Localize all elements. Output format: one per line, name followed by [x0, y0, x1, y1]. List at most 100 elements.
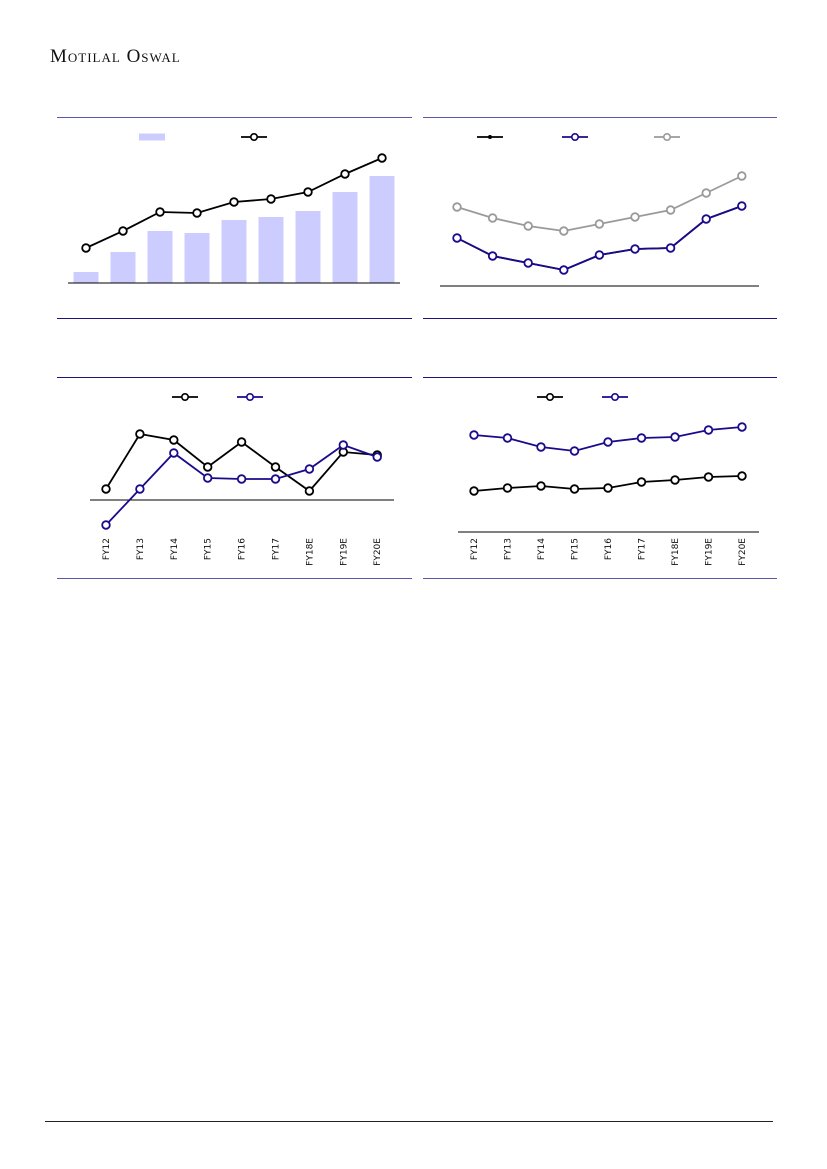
- chart-bottom-rule: [423, 318, 777, 319]
- data-point: [236, 474, 247, 484]
- data-point: [737, 471, 747, 481]
- data-point: [737, 422, 747, 432]
- data-point: [169, 448, 179, 458]
- data-point: [559, 265, 569, 275]
- chart-bottom-rule: [57, 578, 412, 579]
- data-point: [487, 251, 498, 261]
- data-point: [101, 484, 111, 494]
- data-point: [636, 477, 647, 487]
- chart-top-rule: [423, 117, 777, 118]
- bar: [369, 176, 395, 283]
- data-point: [559, 226, 569, 236]
- data-point: [469, 486, 479, 496]
- data-point: [202, 473, 213, 483]
- data-point: [502, 483, 513, 493]
- data-point: [523, 221, 533, 231]
- bar: [332, 192, 358, 283]
- x-tick-label: FY15: [204, 538, 214, 560]
- chart-top-rule: [423, 377, 777, 378]
- legend-marker: [181, 392, 190, 401]
- chart-top-rule: [57, 377, 412, 378]
- data-point: [703, 425, 714, 435]
- data-point: [670, 432, 680, 442]
- legend-marker: [610, 392, 619, 401]
- data-point: [101, 520, 111, 530]
- legend-marker: [662, 133, 671, 142]
- data-point: [603, 483, 613, 493]
- data-point: [81, 243, 91, 253]
- data-point: [202, 462, 213, 472]
- data-point: [630, 212, 640, 222]
- legend-marker: [570, 133, 579, 142]
- x-tick-label: FY19E: [339, 538, 349, 566]
- legend-marker: [250, 133, 259, 142]
- x-tick-label: FY14: [170, 538, 180, 560]
- data-point: [452, 233, 462, 243]
- x-tick-label: FY15: [571, 538, 581, 560]
- bar: [295, 211, 321, 283]
- bar: [184, 233, 210, 283]
- data-point: [135, 484, 145, 494]
- brand-logo: Motilal Oswal: [50, 46, 181, 67]
- data-point: [377, 153, 387, 163]
- legend-swatch: [139, 133, 165, 141]
- data-point: [469, 430, 479, 440]
- bar: [258, 217, 284, 283]
- data-point: [372, 452, 382, 462]
- data-point: [266, 194, 276, 204]
- x-tick-label: FY17: [638, 538, 648, 560]
- footer-rule: [45, 1121, 773, 1122]
- x-tick-label: FY20E: [373, 538, 383, 566]
- data-point: [304, 486, 315, 496]
- chart-bottom-rule: [423, 578, 777, 579]
- data-point: [594, 250, 605, 260]
- data-point: [338, 440, 348, 450]
- data-point: [630, 244, 640, 254]
- data-point: [135, 429, 145, 439]
- series-line: [105, 443, 378, 526]
- series-line: [456, 205, 743, 271]
- data-point: [569, 446, 580, 456]
- x-tick-label: FY16: [238, 538, 248, 560]
- data-point: [304, 464, 315, 474]
- data-point: [236, 437, 247, 447]
- data-point: [701, 214, 711, 224]
- data-point: [536, 442, 546, 452]
- data-point: [155, 207, 165, 217]
- x-tick-label: FY20E: [738, 538, 748, 566]
- data-point: [303, 187, 313, 197]
- x-tick-label: FY17: [272, 538, 282, 560]
- data-point: [270, 474, 281, 484]
- data-point: [670, 475, 680, 485]
- data-point: [270, 462, 281, 472]
- data-point: [594, 219, 605, 229]
- data-point: [487, 213, 498, 223]
- x-tick-label: FY12: [102, 538, 112, 560]
- data-point: [701, 188, 711, 198]
- bar: [221, 220, 247, 283]
- series-line: [456, 205, 743, 271]
- data-point: [737, 171, 747, 181]
- data-point: [665, 205, 676, 215]
- data-point: [523, 258, 533, 268]
- x-tick-label: FY18E: [671, 538, 681, 566]
- data-point: [665, 243, 676, 253]
- legend-marker: [246, 392, 255, 401]
- data-point: [636, 433, 647, 443]
- data-point: [502, 433, 513, 443]
- data-point: [169, 435, 179, 445]
- data-point: [603, 437, 613, 447]
- data-point: [703, 472, 714, 482]
- x-tick-label: FY19E: [705, 538, 715, 566]
- x-tick-label: FY14: [537, 538, 547, 560]
- data-point: [569, 484, 580, 494]
- bar: [73, 272, 99, 283]
- x-tick-label: FY16: [604, 538, 614, 560]
- data-point: [192, 208, 202, 218]
- data-point: [737, 201, 747, 211]
- x-tick-label: FY12: [470, 538, 480, 560]
- bar: [147, 231, 173, 283]
- legend-marker: [545, 392, 554, 401]
- chart-top-rule: [57, 117, 412, 118]
